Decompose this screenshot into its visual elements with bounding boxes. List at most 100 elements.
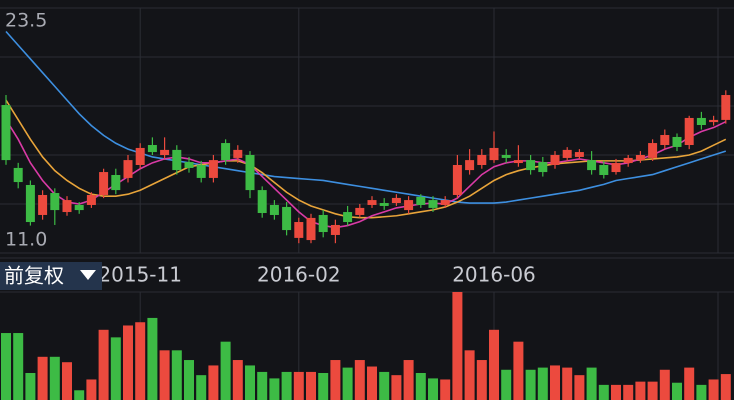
volume-bar (25, 373, 36, 400)
candle-body (452, 164, 462, 195)
volume-bar (1, 333, 11, 400)
candle-body (306, 217, 316, 241)
candle-body (672, 136, 682, 147)
candle-body (416, 196, 426, 205)
volume-bar (293, 371, 304, 400)
candle-body (379, 203, 389, 206)
candle-body (172, 149, 182, 171)
volume-bar (476, 360, 487, 400)
volume-bar (391, 375, 402, 400)
candle-body (696, 117, 706, 126)
volume-bar (696, 384, 707, 400)
candle-body (62, 200, 72, 213)
candle-body (196, 164, 206, 178)
candle-body (233, 149, 243, 158)
candle-body (221, 143, 231, 161)
candle-body (660, 135, 670, 146)
volume-bar (403, 360, 414, 400)
volume-bar (550, 365, 560, 400)
volume-bar (123, 325, 133, 400)
candle-body (501, 155, 511, 158)
candle-body (111, 174, 121, 191)
volume-bar (367, 366, 377, 400)
volume-bar (269, 378, 280, 400)
volume-bar (635, 381, 646, 400)
candle-body (489, 147, 499, 161)
candle-body (269, 204, 279, 215)
candle-body (257, 190, 267, 214)
volume-bar (184, 360, 194, 400)
x-tick-label: 2016-06 (452, 263, 536, 287)
volume-bar (281, 371, 292, 400)
volume-bar (379, 371, 390, 400)
candle-body (721, 95, 731, 120)
volume-bar (415, 373, 426, 400)
candle-body (404, 200, 414, 211)
candle-body (160, 149, 170, 155)
volume-bar (318, 373, 329, 400)
candle-body (245, 155, 255, 191)
candle-body (38, 194, 48, 215)
candle-body (318, 214, 328, 233)
volume-bar (245, 365, 255, 400)
volume-bar (37, 356, 48, 400)
candle-body (208, 160, 218, 178)
candle-body (428, 200, 438, 208)
volume-bar (489, 329, 499, 400)
dropdown-arrow (80, 270, 96, 280)
volume-bar (525, 369, 536, 400)
candle-body (623, 157, 633, 164)
candle-body (294, 222, 304, 238)
candle-body (513, 160, 523, 164)
volume-layer (1, 292, 731, 400)
candle-body (25, 184, 35, 223)
volume-bar (647, 381, 658, 400)
volume-bar (306, 371, 316, 400)
volume-bar (586, 367, 597, 400)
volume-bar (562, 367, 573, 400)
candle-body (574, 152, 584, 157)
volume-bar (611, 384, 621, 400)
volume-bar (257, 371, 268, 400)
volume-bar (135, 322, 146, 400)
candle-body (135, 147, 145, 165)
volume-bar (513, 341, 524, 400)
candle-body (562, 149, 572, 158)
y-tick-label: 11.0 (5, 229, 47, 251)
volume-bar (196, 375, 207, 400)
ma-line (5, 30, 727, 204)
volume-bar (342, 367, 353, 400)
volume-bar (598, 384, 609, 400)
volume-bar (98, 329, 109, 400)
text-layer: 11.0 23.5 2015-11 2016-02 2016-06 (5, 10, 536, 287)
volume-bar (659, 369, 670, 400)
candle-layer (1, 90, 731, 244)
candle-body (709, 119, 719, 123)
x-tick-label: 2015-11 (98, 263, 182, 287)
volume-bar (74, 390, 85, 400)
adjust-button[interactable]: 前复权 (0, 262, 102, 290)
candle-body (538, 162, 548, 173)
candle-body (1, 105, 11, 161)
volume-bar (354, 360, 365, 400)
volume-bar (537, 367, 548, 400)
volume-bar (171, 350, 182, 400)
candle-body (391, 197, 401, 204)
y-tick-label: 23.5 (5, 10, 47, 32)
volume-bar (428, 378, 438, 400)
volume-bar (684, 367, 695, 400)
volume-bar (49, 356, 60, 400)
candle-body (86, 194, 96, 205)
candle-body (526, 160, 536, 171)
volume-bar (623, 384, 634, 400)
candle-body (147, 145, 157, 153)
volume-bar (720, 374, 731, 400)
candle-body (587, 160, 597, 171)
volume-bar (464, 350, 475, 400)
candle-body (50, 193, 60, 211)
volume-bar (147, 317, 158, 400)
candle-body (367, 200, 377, 205)
